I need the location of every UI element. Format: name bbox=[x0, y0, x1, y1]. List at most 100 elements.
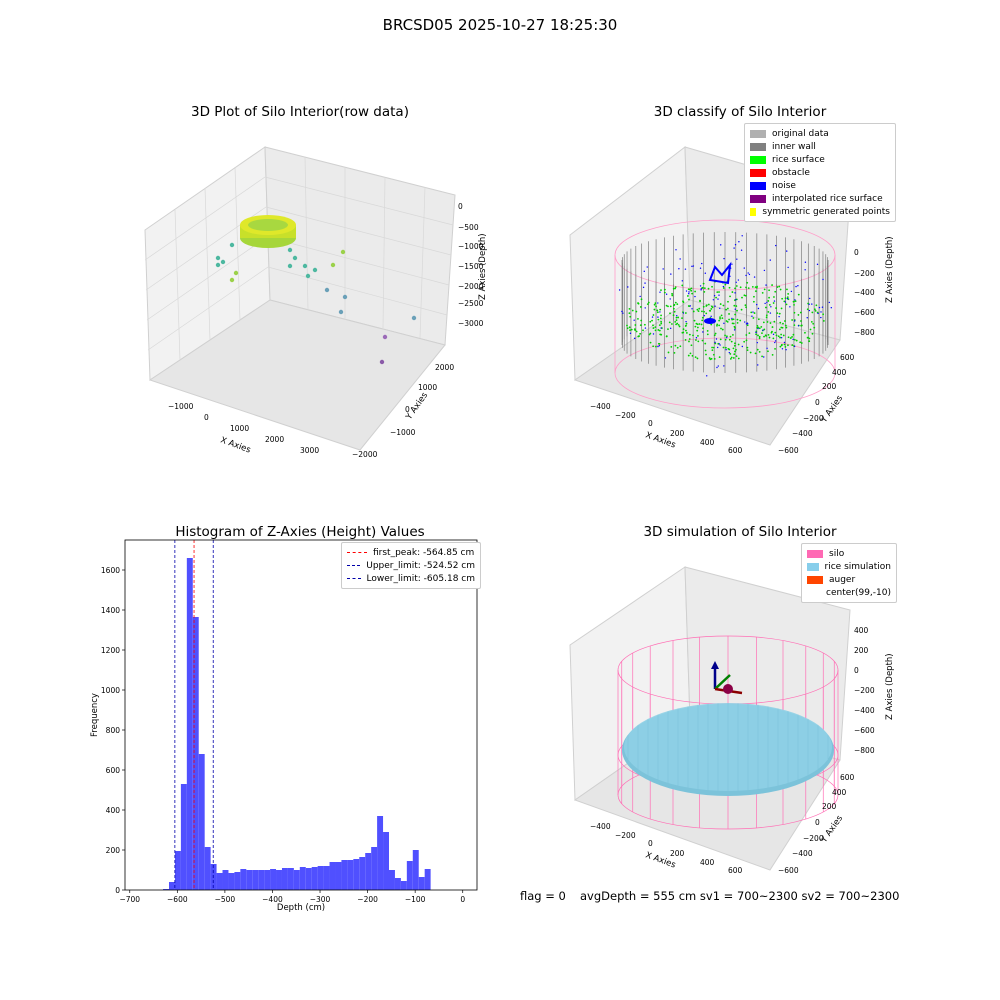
surface-point bbox=[704, 349, 707, 352]
noise-point bbox=[804, 261, 807, 263]
surface-point bbox=[696, 329, 699, 332]
raw-ztick: −1000 bbox=[458, 242, 484, 251]
surface-point bbox=[745, 306, 747, 309]
surface-point bbox=[713, 334, 716, 337]
legend-item: symmetric generated points bbox=[750, 205, 890, 218]
surface-point bbox=[714, 332, 717, 335]
classify-ytick: −200 bbox=[803, 414, 824, 423]
surface-point bbox=[739, 319, 742, 322]
surface-point bbox=[724, 283, 727, 286]
surface-point bbox=[767, 311, 770, 313]
surface-point bbox=[685, 322, 688, 325]
surface-point bbox=[631, 309, 634, 312]
noise-point bbox=[633, 337, 636, 340]
surface-point bbox=[691, 292, 694, 295]
surface-point bbox=[810, 320, 813, 323]
noise-point bbox=[657, 316, 659, 318]
histogram-bar bbox=[347, 860, 354, 890]
surface-point bbox=[731, 318, 734, 321]
surface-point bbox=[784, 320, 786, 322]
surface-point bbox=[720, 314, 723, 317]
surface-point bbox=[658, 329, 661, 332]
surface-point bbox=[743, 294, 746, 297]
surface-point bbox=[640, 298, 643, 301]
surface-point bbox=[649, 341, 652, 344]
histogram-bar bbox=[287, 868, 294, 890]
noise-point bbox=[737, 279, 740, 281]
classify-ytick: 600 bbox=[840, 353, 855, 362]
noise-point bbox=[746, 322, 749, 325]
surface-point bbox=[735, 355, 738, 358]
surface-point bbox=[671, 292, 673, 295]
surface-point bbox=[776, 286, 779, 288]
noise-point bbox=[775, 244, 777, 247]
noise-point bbox=[755, 331, 757, 334]
surface-point bbox=[758, 327, 761, 330]
simulation-ztick: −800 bbox=[854, 746, 875, 755]
surface-point bbox=[779, 345, 782, 348]
noise-point bbox=[704, 272, 707, 274]
noise-point bbox=[743, 267, 745, 269]
simulation-ztick: 400 bbox=[854, 626, 869, 635]
legend-item: auger bbox=[807, 573, 891, 586]
surface-point bbox=[750, 311, 753, 314]
noise-point bbox=[712, 299, 715, 301]
classify-ytick: 0 bbox=[815, 398, 820, 407]
surface-point bbox=[674, 301, 677, 304]
classify-ztick: −600 bbox=[854, 308, 875, 317]
histogram-bar bbox=[317, 866, 324, 890]
noise-point bbox=[764, 302, 766, 305]
surface-point bbox=[780, 307, 783, 310]
noise-point bbox=[822, 278, 824, 281]
surface-point bbox=[716, 324, 718, 327]
classify-ytick: 200 bbox=[822, 382, 837, 391]
noise-point bbox=[731, 263, 733, 265]
surface-point bbox=[757, 334, 759, 337]
legend-swatch bbox=[750, 181, 766, 190]
surface-point bbox=[768, 303, 771, 306]
raw-ytick: −2000 bbox=[352, 450, 378, 459]
surface-point bbox=[800, 342, 803, 344]
noise-point bbox=[778, 315, 780, 318]
surface-point bbox=[793, 303, 795, 306]
surface-point bbox=[763, 328, 766, 331]
surface-point bbox=[767, 334, 770, 336]
noise-point bbox=[731, 317, 733, 320]
surface-point bbox=[711, 349, 714, 352]
surface-point bbox=[775, 334, 778, 337]
surface-point bbox=[780, 333, 783, 336]
surface-point bbox=[703, 310, 705, 313]
simulation-xtick: −400 bbox=[590, 822, 611, 831]
flag-text: flag = 0 bbox=[520, 889, 566, 903]
noise-point bbox=[685, 290, 688, 292]
surface-point bbox=[787, 336, 790, 339]
surface-point bbox=[728, 286, 731, 289]
noise-point bbox=[719, 344, 721, 346]
surface-point bbox=[734, 342, 736, 345]
surface-point bbox=[658, 324, 661, 327]
surface-point bbox=[678, 325, 681, 328]
surface-point bbox=[655, 305, 657, 308]
histogram-chart: −700 −600 −500 −400 −300 −200 −100 0 0 200 400 600… bbox=[90, 539, 478, 913]
surface-point bbox=[732, 347, 735, 350]
surface-point bbox=[705, 304, 708, 307]
noise-point bbox=[736, 258, 738, 260]
raw-ytick: 0 bbox=[405, 405, 410, 414]
noise-point bbox=[793, 320, 796, 322]
histogram-ytick-label: 600 bbox=[106, 766, 121, 775]
surface-point bbox=[728, 313, 730, 315]
surface-point bbox=[754, 286, 757, 289]
noise-point bbox=[757, 364, 759, 366]
surface-point bbox=[628, 312, 631, 315]
surface-point bbox=[799, 341, 802, 344]
rice-surface-points bbox=[626, 280, 825, 361]
histogram-bar bbox=[169, 882, 175, 890]
noise-point bbox=[713, 295, 716, 297]
surface-point bbox=[770, 331, 773, 334]
surface-point bbox=[756, 348, 759, 351]
noise-point bbox=[789, 306, 791, 308]
simulation-ztick: −200 bbox=[854, 686, 875, 695]
surface-point bbox=[654, 302, 657, 305]
noise-point bbox=[751, 315, 753, 317]
surface-point bbox=[701, 319, 704, 322]
